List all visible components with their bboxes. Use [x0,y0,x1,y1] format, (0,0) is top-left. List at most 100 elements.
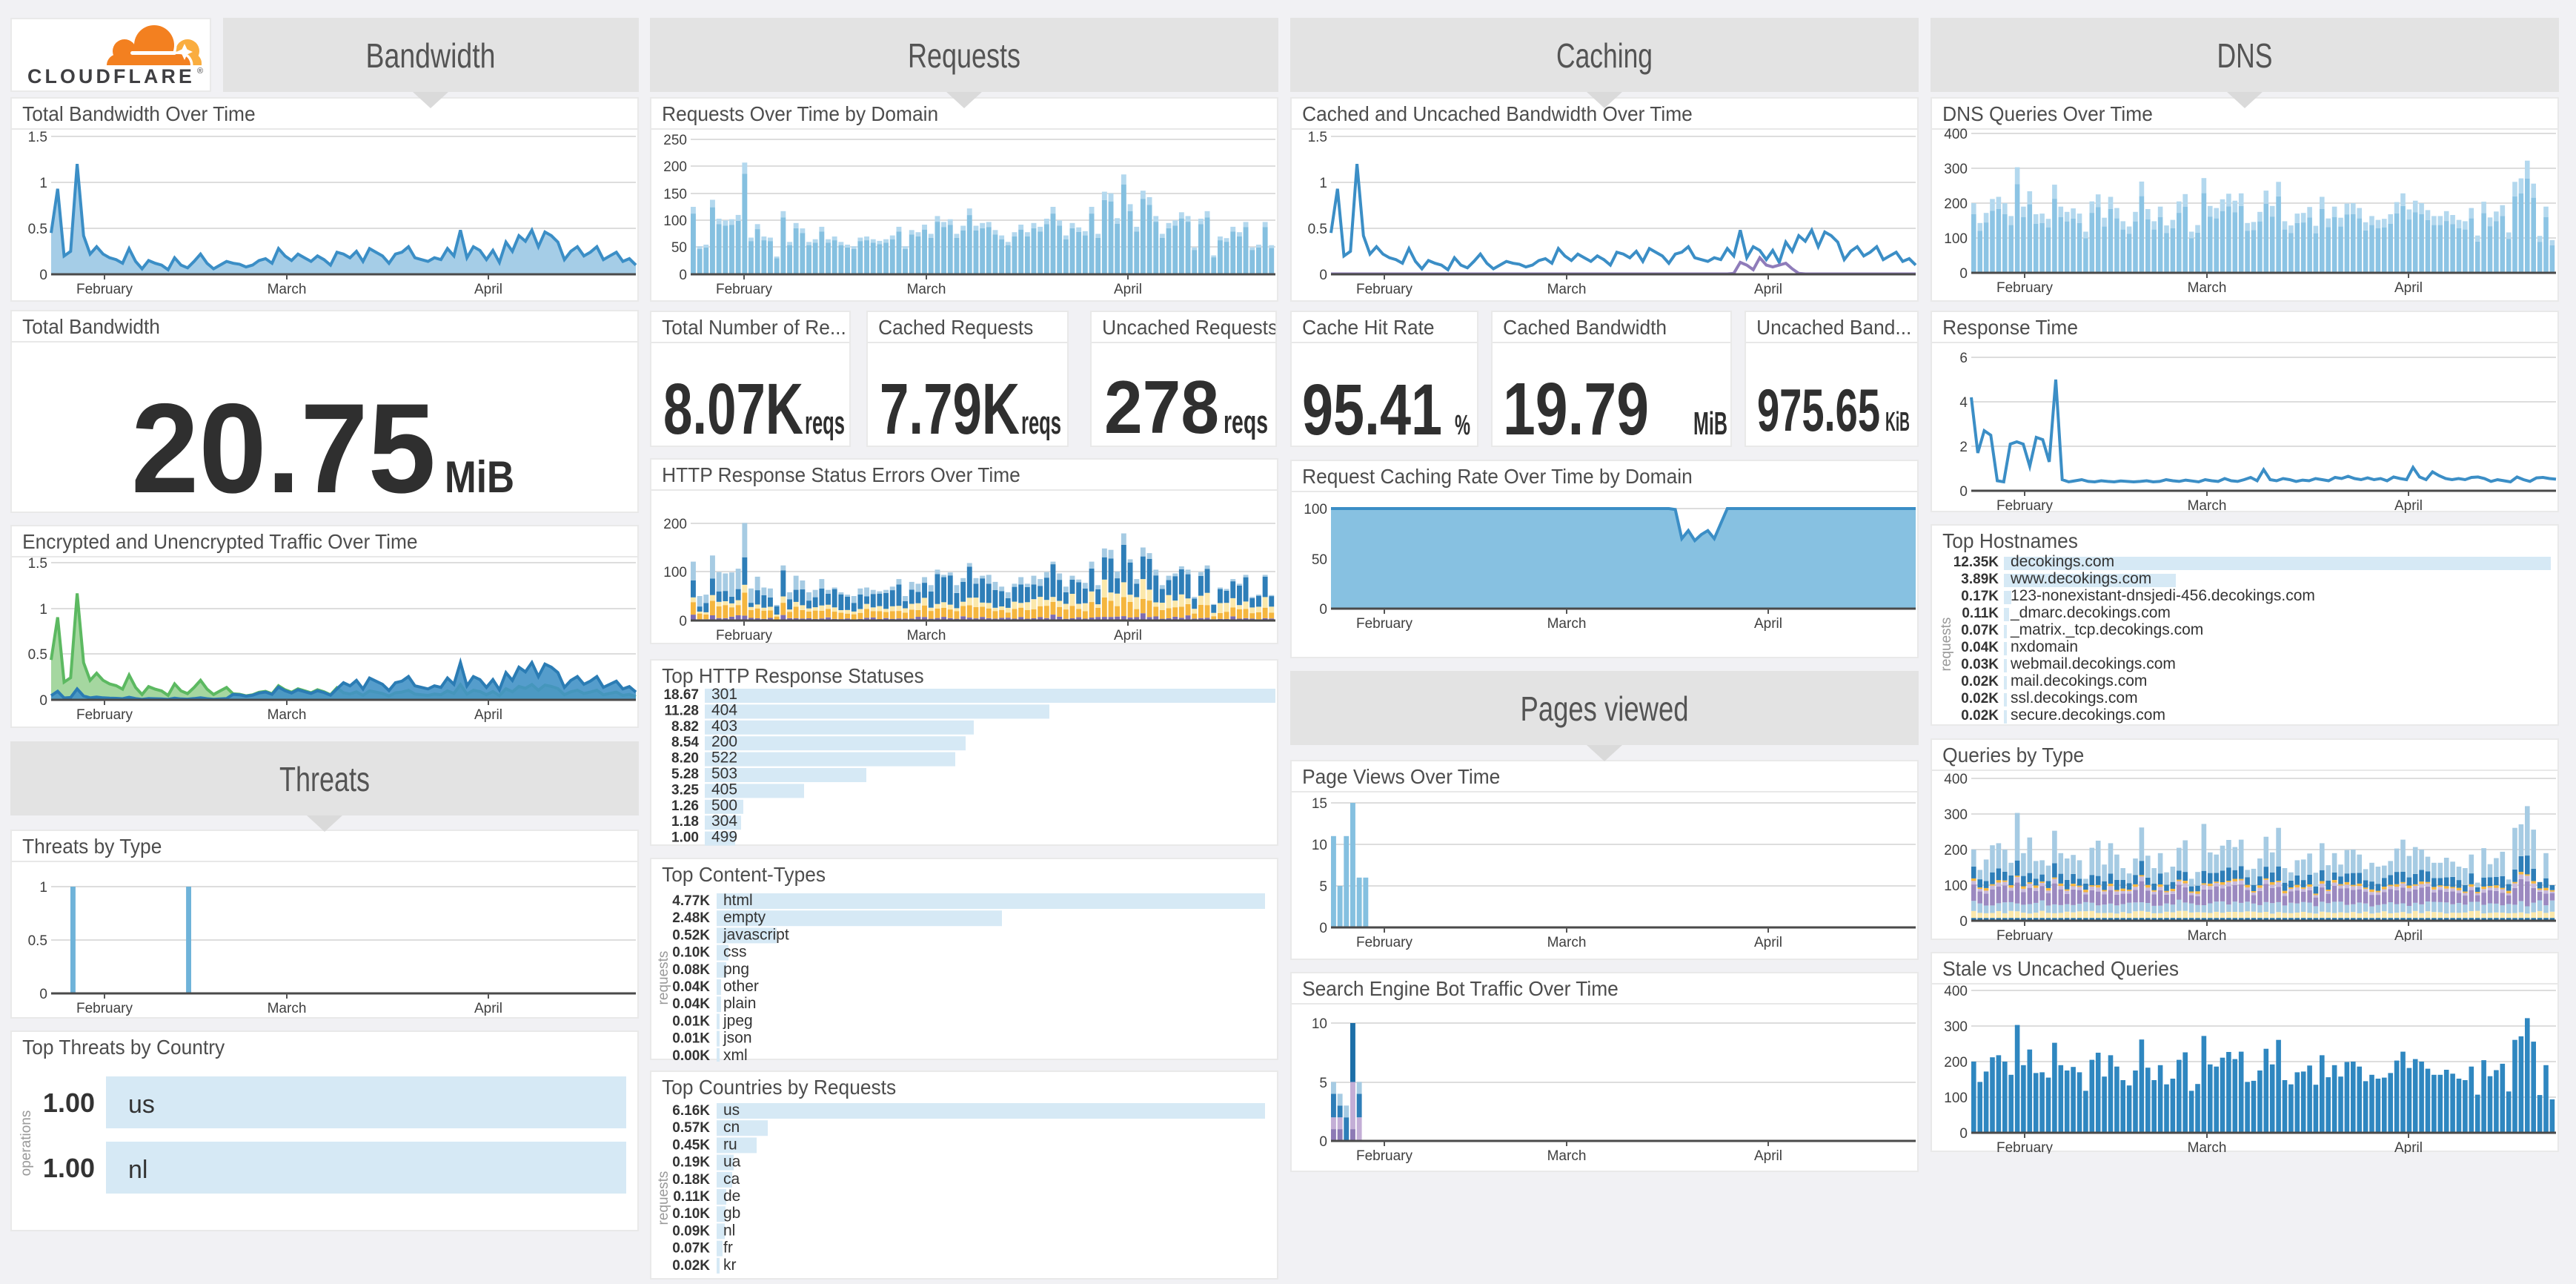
svg-text:March: March [2188,928,2227,942]
svg-text:April: April [1754,935,1782,950]
svg-text:February: February [1356,1148,1413,1164]
svg-text:8.07K: 8.07K [663,368,803,449]
svg-text:CLOUDFLARE: CLOUDFLARE [27,65,195,87]
svg-text:0.10K: 0.10K [672,945,710,961]
svg-text:April: April [1754,616,1782,632]
svg-text:March: March [268,707,307,723]
svg-text:405: 405 [711,781,737,798]
svg-text:kr: kr [723,1257,737,1274]
svg-text:_matrix._tcp.decokings.com: _matrix._tcp.decokings.com [2010,621,2203,638]
svg-text:other: other [723,978,759,995]
svg-text:100: 100 [1944,1091,1968,1106]
svg-text:xml: xml [723,1047,748,1062]
svg-text:200: 200 [1944,843,1968,858]
svg-text:www.decokings.com: www.decokings.com [2010,570,2151,587]
svg-text:0.5: 0.5 [1308,222,1327,237]
svg-text:0.00K: 0.00K [672,1048,710,1062]
svg-text:javascript: javascript [723,926,789,943]
svg-text:1: 1 [39,880,47,896]
svg-text:us: us [128,1091,155,1119]
svg-text:February: February [716,282,773,297]
svg-text:0: 0 [1319,602,1327,618]
svg-text:ca: ca [723,1171,740,1188]
svg-text:requests: requests [656,1171,671,1225]
svg-text:5.28: 5.28 [671,767,699,782]
svg-text:February: February [1996,498,2054,514]
svg-text:5: 5 [1319,879,1327,895]
svg-text:0: 0 [1959,266,1968,282]
svg-text:0.5: 0.5 [28,222,47,237]
svg-text:403: 403 [711,718,737,735]
svg-text:April: April [2394,928,2423,942]
svg-text:100: 100 [1304,502,1327,517]
svg-text:css: css [723,944,747,961]
svg-text:1: 1 [39,602,47,618]
svg-text:15: 15 [1312,796,1327,812]
svg-text:250: 250 [663,133,687,148]
svg-text:fr: fr [723,1240,733,1257]
svg-text:March: March [2188,1140,2227,1154]
svg-text:1.00: 1.00 [43,1088,95,1118]
svg-text:0.04K: 0.04K [672,979,710,995]
svg-text:February: February [1996,928,2054,942]
svg-text:0.11K: 0.11K [1962,606,1999,621]
svg-text:1.5: 1.5 [28,556,47,572]
svg-text:nl: nl [128,1156,147,1184]
svg-text:April: April [1754,1148,1782,1164]
svg-text:0.18K: 0.18K [672,1172,710,1188]
svg-text:0.04K: 0.04K [1961,640,1999,655]
svg-text:3.25: 3.25 [671,782,699,798]
svg-text:March: March [907,282,946,297]
svg-text:400: 400 [1944,984,1968,999]
svg-text:0.5: 0.5 [28,647,47,663]
svg-text:reqs: reqs [1224,404,1268,440]
svg-text:March: March [1547,1148,1587,1164]
svg-text:18.67: 18.67 [663,687,699,703]
svg-text:jpeg: jpeg [723,1012,753,1029]
svg-text:json: json [723,1030,752,1047]
svg-text:200: 200 [1944,196,1968,212]
svg-text:February: February [1356,935,1413,950]
svg-text:decokings.com: decokings.com [2011,553,2114,570]
svg-text:0.07K: 0.07K [1961,623,1999,638]
svg-text:ssl.decokings.com: ssl.decokings.com [2011,689,2138,706]
svg-text:2: 2 [1959,440,1968,455]
svg-text:1.26: 1.26 [671,798,699,814]
svg-text:ru: ru [723,1136,737,1153]
svg-text:95.41: 95.41 [1302,369,1442,449]
svg-text:operations: operations [19,1111,34,1177]
svg-text:1: 1 [1319,176,1327,191]
svg-text:50: 50 [671,240,687,256]
svg-text:secure.decokings.com: secure.decokings.com [2011,706,2165,724]
svg-text:0.02K: 0.02K [1961,708,1999,724]
svg-text:0.57K: 0.57K [672,1120,710,1136]
svg-text:200: 200 [663,517,687,532]
svg-text:503: 503 [711,765,737,782]
svg-text:March: March [268,1001,307,1016]
svg-text:February: February [76,707,133,723]
svg-text:7.79K: 7.79K [880,368,1020,449]
svg-text:0: 0 [1959,1126,1968,1142]
svg-text:png: png [723,961,749,978]
svg-text:499: 499 [711,829,737,846]
svg-text:March: March [1547,616,1587,632]
svg-text:0.01K: 0.01K [672,1031,710,1047]
svg-text:March: March [1547,282,1587,297]
svg-text:nl: nl [723,1222,735,1239]
svg-text:0: 0 [1319,921,1327,936]
svg-text:301: 301 [711,686,737,703]
svg-text:February: February [76,1001,133,1016]
svg-text:html: html [723,892,753,909]
svg-text:Threats: Threats [279,760,370,798]
svg-text:February: February [1996,280,2054,296]
svg-text:200: 200 [1944,1055,1968,1070]
svg-text:304: 304 [711,813,737,830]
svg-text:4.77K: 4.77K [672,893,710,909]
svg-text:0: 0 [679,614,687,629]
svg-text:0.45K: 0.45K [672,1137,710,1153]
svg-text:plain: plain [723,995,756,1012]
svg-text:0.07K: 0.07K [672,1241,710,1257]
svg-text:February: February [716,628,773,643]
svg-text:6: 6 [1959,351,1968,366]
svg-text:0: 0 [39,693,47,709]
